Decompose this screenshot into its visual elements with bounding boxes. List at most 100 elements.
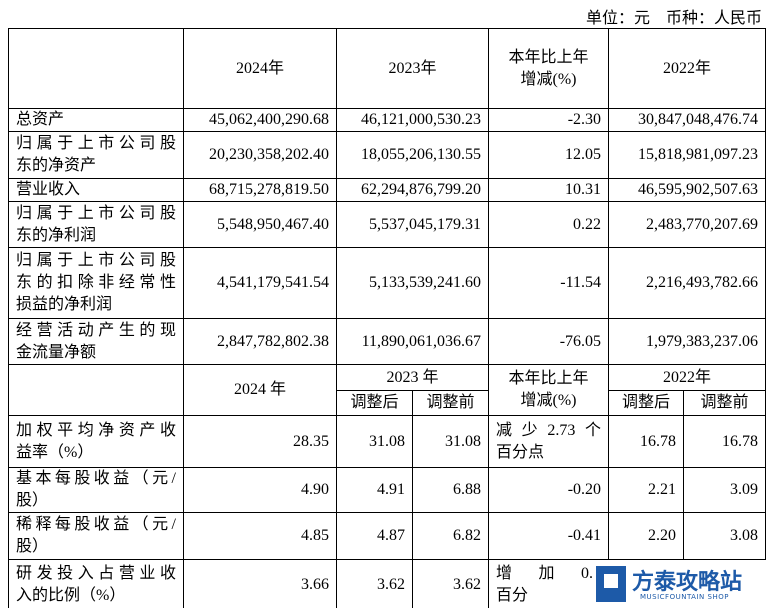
table-row: 研发投入占营业收 入的比例（%） 3.66 3.62 3.62 增加0.0 百分 — [8, 559, 767, 608]
cell-line: 研发投入占营业收 — [16, 565, 176, 582]
cell-line: 损益的净利润 — [16, 296, 113, 313]
watermark-icon-inner — [604, 574, 618, 588]
table-cell: 2,847,782,802.38 — [183, 318, 337, 365]
table-cell: 45,062,400,290.68 — [183, 108, 337, 132]
table-cell: -11.54 — [488, 247, 610, 319]
cell-line: 百分 — [496, 587, 529, 604]
table-cell: 3.08 — [683, 512, 767, 560]
table-row: 营业收入 68,715,278,819.50 62,294,876,799.20 10… — [8, 178, 767, 202]
table-cell: -76.05 — [488, 318, 610, 365]
financial-table: 2024年 2023年 本年比上年 增减(%) 2022年 总资产 45,062,400,2… — [8, 28, 767, 608]
table-cell: 3.62 — [336, 559, 413, 608]
table-row: 归属于上市公司股 东的净资产 20,230,358,202.40 18,055,206… — [8, 131, 767, 179]
cell-line: 基本每股收益（元/ — [16, 470, 176, 487]
cell-line: 股） — [16, 538, 49, 555]
table-cell: 2024年 — [183, 28, 337, 109]
cell-line: 本年比上年 — [508, 48, 589, 66]
table-cell: 20,230,358,202.40 — [183, 131, 337, 179]
cell-line: 增减(%) — [520, 392, 577, 409]
cell-line: 东的扣除非经常性 — [16, 274, 176, 291]
cell-line: 金流量净额 — [16, 343, 97, 361]
table-cell: 研发投入占营业收 入的比例（%） — [8, 559, 184, 608]
cell-line: 增加0.0 — [496, 565, 602, 582]
table-cell: -0.41 — [488, 512, 610, 560]
table-cell: 4.90 — [183, 467, 337, 513]
table-cell: 加权平均净资产收 益率（%） — [8, 415, 184, 468]
table-cell: 2.21 — [608, 467, 685, 513]
cell-line: 增减(%) — [520, 70, 577, 88]
table-cell: -0.20 — [488, 467, 610, 513]
table-cell: 调整后 — [608, 390, 685, 416]
table-cell: 28.35 — [183, 415, 337, 468]
table-cell: 5,133,539,241.60 — [335, 247, 490, 319]
cell-line: 总资产 — [16, 111, 65, 128]
table-cell: 营业收入 — [8, 178, 184, 202]
table-cell: 16.78 — [608, 415, 685, 468]
table-cell: 4.87 — [336, 512, 413, 560]
cell-line: 归属于上市公司股 — [16, 135, 176, 152]
table-row: 经营活动产生的现 金流量净额 2,847,782,802.38 11,890,061,… — [8, 318, 767, 365]
table-row: 稀释每股收益（元/股） 4.85 4.87 6.82 -0.41 2.20 3.08 — [8, 512, 767, 560]
table-cell: 调整后 — [336, 390, 413, 416]
table-row: 调整后 调整前 调整后 调整前 — [9, 390, 767, 416]
cell-line: 经营活动产生的现 — [16, 321, 176, 339]
cell-line: 归属于上市公司股 — [16, 204, 176, 222]
table-cell: 6.82 — [411, 512, 490, 560]
table-row: 基本每股收益（元/股） 4.90 4.91 6.88 -0.20 2.21 3.09 — [8, 467, 767, 513]
table-cell: 2,216,493,782.66 — [608, 247, 767, 319]
table-cell: 2024 年 — [183, 364, 337, 416]
table-cell: 30,847,048,476.74 — [608, 108, 767, 132]
table-cell: 6.88 — [411, 467, 490, 513]
table-cell: 10.31 — [488, 178, 610, 202]
watermark-title: 方泰攻略站 — [632, 570, 743, 595]
cell-line: 东的净资产 — [16, 157, 97, 174]
cell-line: 股） — [16, 492, 49, 509]
table-cell: 4,541,179,541.54 — [183, 247, 337, 319]
table-cell: 归属于上市公司股 东的净利润 — [8, 201, 184, 248]
table-row: 归属于上市公司股 东的净利润 5,548,950,467.40 5,537,045,1… — [8, 201, 767, 248]
table-cell: 调整前 — [411, 390, 490, 416]
table-cell: 62,294,876,799.20 — [335, 178, 490, 202]
table-cell: 2,483,770,207.69 — [608, 201, 767, 248]
cell-line: 东的净利润 — [16, 226, 97, 244]
cell-line: 益率（%） — [16, 443, 94, 461]
watermark-subtitle: MUSICFOUNTAIN SHOP — [640, 593, 729, 601]
cell-line: 归属于上市公司股 — [16, 252, 176, 269]
table-cell: 基本每股收益（元/股） — [8, 467, 184, 513]
table-cell: 归属于上市公司股 东的净资产 — [8, 131, 184, 179]
table-cell: 15,818,981,097.23 — [608, 131, 767, 179]
table-cell: 3.62 — [411, 559, 490, 608]
cell-line: 稀释每股收益（元/ — [16, 516, 176, 533]
table-cell: 调整前 — [683, 390, 767, 416]
table-cell: 总资产 — [8, 108, 184, 132]
table-cell: 归属于上市公司股 东的扣除非经常性 损益的净利润 — [8, 247, 184, 319]
table-row: 总资产 45,062,400,290.68 46,121,000,530.23 -2.… — [8, 108, 767, 132]
table-cell: 稀释每股收益（元/股） — [8, 512, 184, 560]
table-cell: 31.08 — [411, 415, 490, 468]
table-cell: 3.66 — [183, 559, 337, 608]
cell-line: 营业收入 — [16, 181, 81, 198]
table-cell: 68,715,278,819.50 — [183, 178, 337, 202]
cell-line: 加权平均净资产收 — [16, 421, 176, 439]
table-cell: 12.05 — [488, 131, 610, 179]
table-cell: 3.09 — [683, 467, 767, 513]
table-cell: 经营活动产生的现 金流量净额 — [8, 318, 184, 365]
table-cell: 46,595,902,507.63 — [608, 178, 767, 202]
table-cell: 减少2.73个 百分点 — [488, 415, 610, 468]
table-cell: 5,537,045,179.31 — [335, 201, 490, 248]
table-cell: 2023年 — [335, 28, 490, 109]
table-cell: 18,055,206,130.55 — [335, 131, 490, 179]
cell-line: -0.20 — [567, 481, 602, 498]
cell-line: 百分点 — [496, 443, 545, 461]
table-cell: 4.91 — [336, 467, 413, 513]
table-cell: 31.08 — [336, 415, 413, 468]
table-cell: -2.30 — [488, 108, 610, 132]
unit-note: 单位：元 币种：人民币 — [585, 10, 762, 27]
table-cell: 2023 年 — [335, 364, 490, 391]
table-cell: 本年比上年 增减(%) — [488, 364, 610, 416]
table-row: 加权平均净资产收 益率（%） 28.35 31.08 31.08 减少2.73个 百分点 16… — [8, 415, 767, 468]
table-cell: 2.20 — [608, 512, 685, 560]
table-cell — [8, 364, 184, 416]
table-cell: 2022年 — [608, 28, 767, 109]
